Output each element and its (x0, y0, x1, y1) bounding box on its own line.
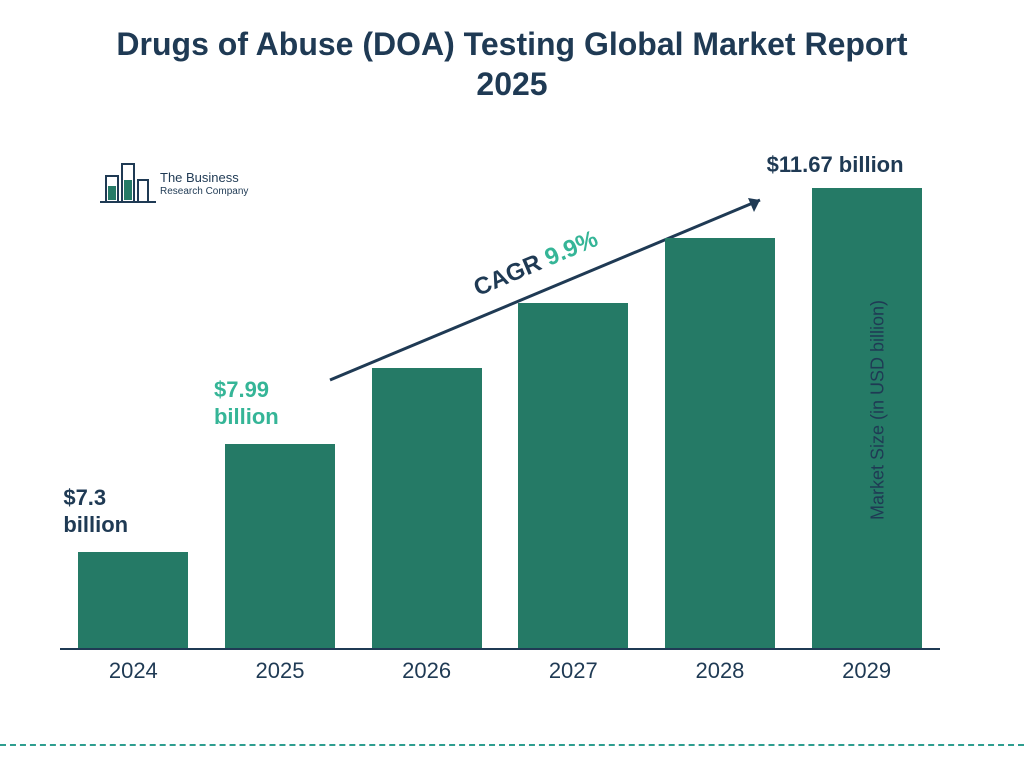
bar-2024: $7.3 billion 2024 (73, 552, 193, 648)
value-label-top: $11.67 billion (767, 152, 904, 177)
y-axis-label: Market Size (in USD billion) (867, 300, 888, 520)
bar (665, 238, 775, 648)
value-label-bottom: billion (63, 512, 128, 537)
bar (78, 552, 188, 648)
chart-title: Drugs of Abuse (DOA) Testing Global Mark… (0, 0, 1024, 104)
value-label-top: $7.3 (63, 485, 106, 510)
x-category-label: 2024 (73, 658, 193, 684)
value-label-top: $7.99 (214, 377, 269, 402)
x-category-label: 2029 (807, 658, 927, 684)
bar (225, 444, 335, 648)
bar-2025: $7.99 billion 2025 (220, 444, 340, 648)
bottom-dashed-divider (0, 744, 1024, 746)
bar-2026: 2026 (367, 368, 487, 648)
x-category-label: 2027 (513, 658, 633, 684)
value-label-2029: $11.67 billion (767, 152, 967, 178)
bar-2028: 2028 (660, 238, 780, 648)
chart-area: The Business Research Company CAGR 9.9% … (60, 130, 960, 690)
bar (372, 368, 482, 648)
x-category-label: 2026 (367, 658, 487, 684)
bars-container: $7.3 billion 2024 $7.99 billion 2025 202… (60, 170, 940, 650)
x-category-label: 2028 (660, 658, 780, 684)
value-label-2024: $7.3 billion (63, 485, 183, 538)
x-category-label: 2025 (220, 658, 340, 684)
value-label-2025: $7.99 billion (214, 377, 334, 430)
bar-2027: 2027 (513, 303, 633, 648)
bar (518, 303, 628, 648)
value-label-bottom: billion (214, 404, 279, 429)
